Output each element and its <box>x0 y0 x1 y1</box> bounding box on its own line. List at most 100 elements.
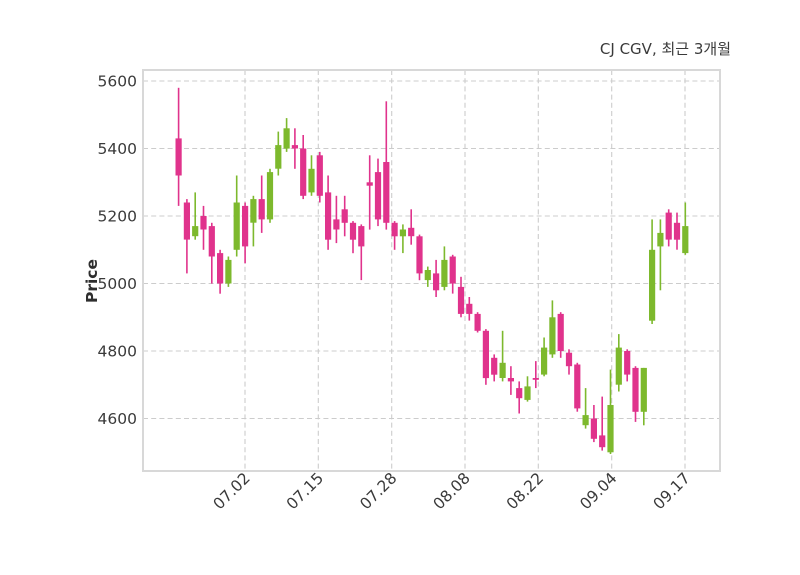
candle-body <box>374 172 382 220</box>
candle <box>225 256 232 287</box>
x-tick-label: 08.22 <box>503 469 547 513</box>
candle <box>557 312 564 358</box>
candle-body <box>250 199 257 223</box>
candle <box>541 337 548 377</box>
candle <box>582 388 589 429</box>
candle-body <box>507 378 514 382</box>
y-tick-label: 5200 <box>98 208 137 226</box>
candle <box>183 199 190 274</box>
candle <box>532 361 539 389</box>
candle-body <box>266 172 274 220</box>
candle-body <box>466 303 473 314</box>
candle-body <box>524 386 531 400</box>
candle-body <box>574 364 581 409</box>
x-tick-label: 07.02 <box>210 469 254 513</box>
candle-body <box>242 205 249 247</box>
candle-wick <box>501 330 504 382</box>
candle-body <box>657 232 664 247</box>
candle <box>590 405 597 443</box>
candle <box>217 249 224 294</box>
candle-body <box>599 435 606 448</box>
candle-body <box>532 378 539 380</box>
candle-body <box>200 216 207 230</box>
candle-body <box>582 415 589 426</box>
candle-wick <box>294 128 296 169</box>
candle-body <box>607 405 614 453</box>
candle-body <box>433 273 440 291</box>
y-tick-label: 4600 <box>98 410 137 428</box>
candle <box>242 202 249 264</box>
candle <box>341 195 348 237</box>
candle-body <box>640 367 647 412</box>
candle <box>549 300 556 358</box>
candle <box>665 209 672 247</box>
candle-body <box>549 317 556 355</box>
candle <box>408 209 415 245</box>
candle-wick <box>402 224 404 254</box>
candle-wick <box>584 388 587 429</box>
candle <box>200 205 207 250</box>
x-tick-label: 09.17 <box>650 469 694 513</box>
candle-body <box>457 286 465 314</box>
candle-wick <box>368 155 371 230</box>
candle-body <box>341 209 348 223</box>
candle-body <box>225 259 232 284</box>
candle-body <box>192 226 199 237</box>
candle <box>441 246 448 291</box>
candle-body <box>499 362 506 378</box>
candle <box>574 362 581 412</box>
candle-body <box>283 128 290 149</box>
candle-body <box>300 148 307 196</box>
candle-body <box>424 270 431 281</box>
candle-body <box>682 226 689 254</box>
candle-wick <box>360 224 363 281</box>
candle <box>374 158 382 227</box>
candle-wick <box>601 396 603 451</box>
candle-body <box>358 226 365 247</box>
candle-body <box>491 357 498 375</box>
candle <box>433 259 440 297</box>
candle-body <box>258 199 265 220</box>
candle <box>325 175 332 250</box>
candle <box>300 135 307 200</box>
candle <box>366 155 373 230</box>
candle <box>615 334 622 392</box>
candle <box>474 312 481 333</box>
candle-body <box>175 138 182 176</box>
candle-body <box>383 162 390 223</box>
candle-body <box>233 202 240 250</box>
candle-wick <box>659 219 662 291</box>
candle <box>383 101 390 230</box>
candle <box>316 151 323 203</box>
candle <box>208 222 215 284</box>
y-tick-label: 5000 <box>98 275 137 293</box>
candle <box>457 276 465 318</box>
candle <box>308 155 315 196</box>
x-tick-label: 07.15 <box>283 469 327 513</box>
candle <box>649 219 656 324</box>
candle <box>399 224 406 254</box>
y-tick-label: 5400 <box>98 140 137 158</box>
candle-body <box>316 155 323 196</box>
candle-wick <box>410 209 412 245</box>
candle-wick <box>194 192 196 240</box>
chart-title: CJ CGV, 최근 3개월 <box>600 40 731 58</box>
candle <box>466 297 473 321</box>
candle-body <box>208 226 215 257</box>
candle-body <box>399 229 406 237</box>
candle-body <box>665 212 672 240</box>
candle-body <box>441 259 448 287</box>
candle <box>266 168 274 223</box>
candle <box>482 329 489 385</box>
candle-body <box>366 182 373 186</box>
candle-body <box>565 352 573 367</box>
candle-body <box>590 418 597 439</box>
candle-body <box>482 330 489 379</box>
candle <box>192 192 199 240</box>
candle <box>607 369 614 454</box>
candle <box>233 175 240 257</box>
candle <box>258 175 265 233</box>
candle-body <box>516 388 523 399</box>
candle <box>632 366 639 422</box>
